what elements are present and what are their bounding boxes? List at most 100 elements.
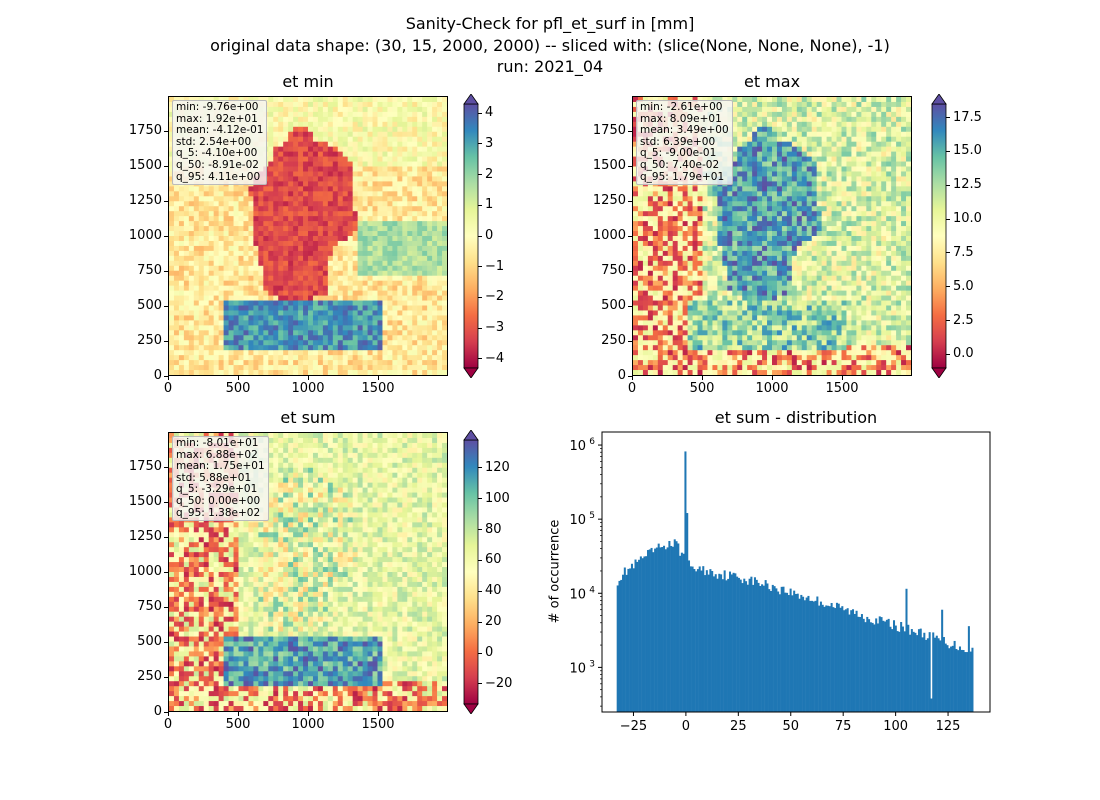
heatmap-cell (193, 320, 200, 326)
heatmap-cell (322, 211, 329, 217)
heatmap-cell (633, 191, 639, 197)
heatmap-cell (767, 310, 773, 316)
heatmap-cell (407, 216, 413, 222)
heatmap-cell (188, 345, 195, 351)
heatmap-cell (198, 97, 205, 103)
heatmap-cell (672, 360, 679, 366)
heatmap-cell (402, 290, 408, 296)
heatmap-cell (637, 290, 644, 296)
heatmap-cell (767, 116, 773, 123)
heatmap-cell (757, 315, 763, 321)
heatmap-cell (392, 171, 398, 177)
heatmap-cell (218, 265, 225, 272)
heatmap-cell (633, 340, 639, 346)
et-max-heatmap: min: -2.61e+00 max: 8.09e+01 mean: 3.49e+0… (632, 96, 912, 376)
heatmap-cell (362, 285, 368, 292)
heatmap-cell (697, 330, 703, 336)
heatmap-cell (278, 250, 284, 257)
heatmap-cell (303, 181, 309, 187)
heatmap-cell (637, 320, 644, 326)
heatmap-cell (776, 136, 783, 143)
heatmap-cell (258, 245, 264, 252)
heatmap-cell (248, 295, 254, 301)
heatmap-cell (727, 97, 733, 103)
heatmap-cell (357, 216, 364, 222)
heatmap-cell (752, 255, 758, 262)
heatmap-cell (243, 310, 249, 316)
heatmap-cell (288, 146, 294, 153)
heatmap-cell (283, 221, 289, 227)
heatmap-cell (767, 191, 773, 197)
heatmap-cell (786, 97, 793, 103)
heatmap-cell (786, 295, 793, 301)
heatmap-cell (752, 226, 758, 232)
heatmap-cell (387, 320, 393, 326)
heatmap-cell (672, 315, 679, 321)
heatmap-cell (377, 370, 383, 375)
heatmap-cell (263, 250, 269, 257)
heatmap-cell (293, 290, 299, 296)
heatmap-cell (752, 196, 758, 202)
heatmap-cell (407, 231, 413, 237)
heatmap-cell (317, 280, 324, 287)
heatmap-cell (283, 171, 289, 177)
heatmap-cell (298, 101, 304, 108)
heatmap-cell (437, 280, 443, 287)
heatmap-cell (322, 270, 329, 277)
heatmap-cell (213, 325, 220, 331)
heatmap-cell (268, 370, 274, 375)
heatmap-cell (682, 206, 689, 212)
heatmap-cell (776, 221, 783, 227)
heatmap-cell (752, 236, 758, 242)
heatmap-cell (387, 325, 393, 331)
heatmap-cell (407, 350, 413, 356)
heatmap-cell (732, 216, 738, 222)
heatmap-cell (752, 126, 758, 133)
heatmap-cell (432, 280, 438, 287)
heatmap-cell (278, 166, 284, 172)
heatmap-cell (757, 116, 763, 123)
heatmap-cell (208, 315, 215, 321)
heatmap-cell (772, 315, 778, 321)
heatmap-cell (687, 335, 693, 341)
heatmap-cell (268, 345, 274, 351)
heatmap-cell (347, 136, 354, 143)
heatmap-cell (767, 201, 773, 207)
heatmap-cell (233, 216, 239, 222)
heatmap-cell (347, 355, 354, 361)
heatmap-cell (402, 265, 408, 272)
heatmap-cell (337, 245, 344, 252)
heatmap-cell (278, 315, 284, 321)
heatmap-cell (347, 176, 354, 182)
heatmap-cell (747, 161, 753, 167)
heatmap-cell (322, 206, 329, 212)
heatmap-cell (342, 295, 349, 301)
heatmap-cell (697, 325, 703, 331)
heatmap-cell (707, 231, 713, 237)
heatmap-cell (258, 275, 264, 282)
heatmap-cell (327, 285, 334, 292)
heatmap-cell (208, 201, 215, 207)
heatmap-cell (308, 231, 314, 237)
heatmap-cell (633, 216, 639, 222)
heatmap-cell (781, 106, 788, 113)
heatmap-cell (437, 240, 443, 247)
heatmap-cell (422, 121, 428, 128)
heatmap-cell (767, 335, 773, 341)
heatmap-cell (427, 335, 433, 341)
heatmap-cell (303, 350, 309, 356)
heatmap-cell (397, 111, 403, 118)
heatmap-cell (352, 290, 359, 296)
heatmap-cell (767, 355, 773, 361)
heatmap-cell (248, 206, 254, 212)
heatmap-cell (712, 315, 718, 321)
heatmap-cell (672, 310, 679, 316)
heatmap-cell (417, 255, 423, 262)
heatmap-cell (677, 97, 684, 103)
heatmap-cell (278, 260, 284, 267)
heatmap-cell (407, 101, 413, 108)
heatmap-cell (757, 330, 763, 336)
heatmap-cell (397, 151, 403, 157)
heatmap-cell (377, 345, 383, 351)
heatmap-cell (732, 250, 738, 257)
